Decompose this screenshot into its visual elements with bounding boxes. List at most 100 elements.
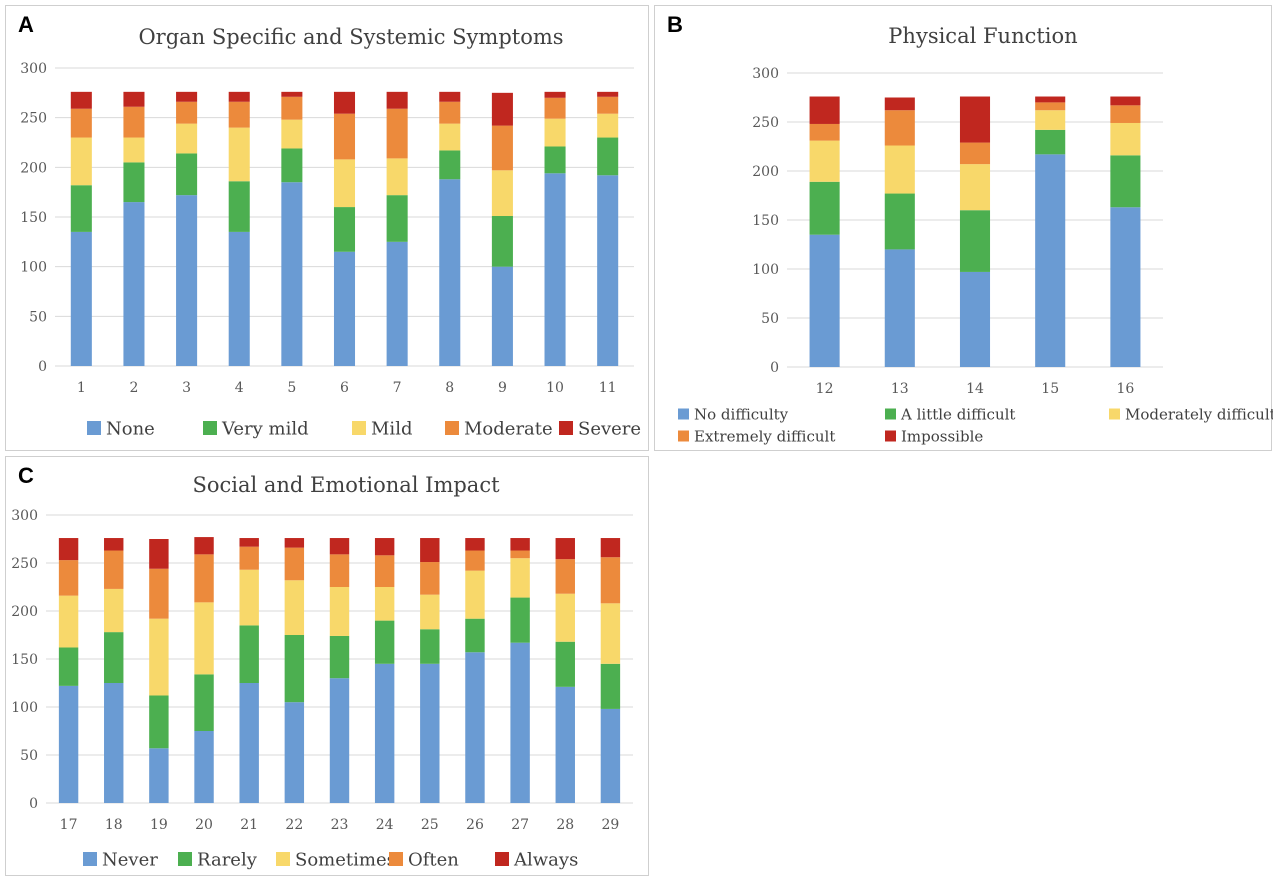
bar-segment: [884, 249, 915, 367]
legend-label: Mild: [371, 418, 412, 439]
x-tick-label: 25: [421, 817, 439, 833]
y-tick-label: 100: [11, 700, 38, 716]
legend-swatch: [87, 421, 101, 435]
bar-segment: [374, 555, 395, 587]
bar-segment: [555, 538, 575, 560]
bar-segment: [600, 603, 621, 664]
bar-segment: [420, 538, 440, 563]
bar-segment: [329, 635, 350, 679]
x-tick-label: 2: [129, 380, 138, 396]
bar-segment: [149, 748, 169, 803]
y-tick-label: 250: [20, 111, 47, 127]
y-tick-label: 50: [29, 309, 47, 325]
bar-segment: [284, 635, 305, 703]
y-tick-label: 150: [752, 213, 779, 229]
bar-segment: [420, 594, 440, 630]
bar-segment: [281, 119, 303, 149]
bar-segment: [491, 92, 513, 126]
legend-swatch: [559, 421, 573, 435]
bar-segment: [465, 538, 485, 551]
bar-segment: [465, 618, 485, 653]
bar-segment: [104, 550, 124, 589]
legend-label: No difficulty: [694, 405, 789, 423]
bar-segment: [58, 560, 79, 596]
x-tick-label: 12: [816, 381, 834, 397]
y-tick-label: 200: [20, 160, 47, 176]
legend-label: Extremely difficult: [694, 427, 835, 445]
bar-segment: [597, 113, 619, 138]
bar-segment: [439, 150, 461, 180]
bar-segment: [239, 625, 259, 683]
legend-label: A little difficult: [900, 405, 1015, 423]
bar-segment: [1035, 129, 1066, 155]
bar-segment: [597, 137, 619, 176]
bar-segment: [510, 642, 530, 803]
y-tick-label: 250: [11, 556, 38, 572]
bar-segment: [884, 193, 915, 250]
bar-segment: [555, 641, 575, 687]
legend-label: Moderately difficult: [1125, 405, 1273, 423]
bar-segment: [281, 182, 303, 366]
chart-c-svg: Social and Emotional Impact 0 50 100 150 200 2…: [11, 473, 633, 870]
bar-segment: [228, 127, 250, 182]
bar-segment: [420, 562, 440, 595]
panel-label-c: C: [18, 463, 34, 488]
legend-label: Always: [513, 849, 578, 870]
bar-segment: [544, 91, 566, 98]
x-tick-label: 29: [602, 817, 620, 833]
bar-segment: [228, 101, 250, 128]
x-tick-label: 1: [77, 380, 86, 396]
bar-segment: [194, 731, 214, 803]
bar-segment: [228, 231, 250, 366]
x-tick-label: 8: [445, 380, 454, 396]
y-tick-label: 300: [752, 66, 779, 82]
x-tick-label: 11: [599, 380, 617, 396]
x-tick-label: 28: [556, 817, 574, 833]
bar-segment: [544, 118, 566, 147]
bar-segment: [104, 538, 124, 551]
x-tick-label: 19: [150, 817, 168, 833]
bar-segment: [884, 110, 915, 146]
bar-segment: [374, 587, 395, 621]
bar-segment: [809, 96, 840, 124]
x-tick-label: 10: [546, 380, 564, 396]
bar-segment: [329, 538, 350, 555]
legend-label: Impossible: [901, 427, 983, 445]
bar-segment: [281, 96, 303, 120]
y-tick-label: 150: [11, 652, 38, 668]
bar-segment: [228, 181, 250, 232]
bar-segment: [600, 708, 621, 803]
bar-segment: [194, 554, 214, 603]
x-tick-label: 26: [466, 817, 484, 833]
x-tick-label: 21: [240, 817, 258, 833]
bar-segment: [284, 580, 305, 635]
x-tick-label: 7: [393, 380, 402, 396]
chart-title: Social and Emotional Impact: [192, 473, 500, 497]
x-tick-label: 13: [891, 381, 909, 397]
chart-title: Organ Specific and Systemic Symptoms: [138, 25, 563, 49]
bar-segment: [104, 683, 124, 803]
bar-segment: [809, 123, 840, 141]
bar-segment: [600, 557, 621, 604]
bar-segment: [149, 618, 169, 696]
legend-swatch: [1109, 408, 1120, 420]
bar-segment: [439, 91, 461, 102]
legend-swatch: [352, 421, 366, 435]
bar-segment: [386, 241, 408, 366]
bar-segment: [176, 91, 198, 102]
y-tick-label: 100: [20, 260, 47, 276]
bar-segment: [386, 158, 408, 196]
bar-segment: [1110, 105, 1141, 123]
bar-segment: [386, 91, 408, 109]
bar-segment: [959, 96, 991, 143]
bar-segment: [1035, 96, 1066, 103]
bar-segment: [333, 159, 356, 208]
bar-segment: [70, 108, 92, 138]
y-tick-label: 50: [20, 748, 38, 764]
bar-segment: [333, 91, 356, 114]
legend-label: Rarely: [197, 849, 258, 870]
legend-label: Severe: [578, 418, 641, 439]
bar-segment: [465, 570, 485, 619]
bar-segment: [1110, 207, 1141, 367]
y-tick-label: 200: [11, 604, 38, 620]
